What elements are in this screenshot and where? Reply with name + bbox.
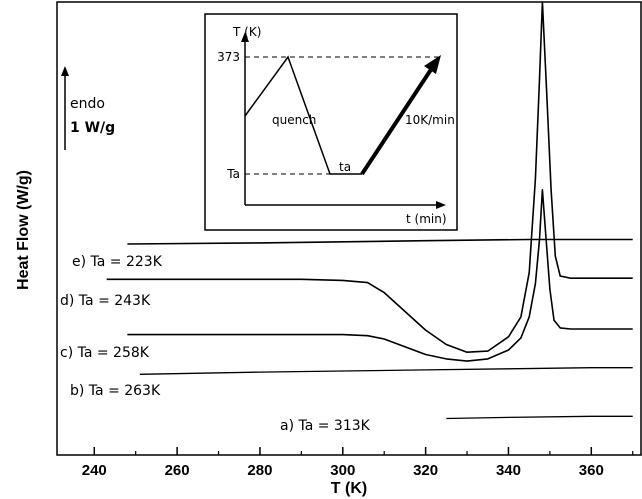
inset-frame <box>204 13 458 231</box>
x-tick-label-300: 300 <box>330 462 355 479</box>
inset-ta-label: ta <box>339 160 351 174</box>
x-tick-label-320: 320 <box>413 462 438 479</box>
inset-x-label: t (min) <box>406 212 447 226</box>
curve-label-b: b) Ta = 263K <box>70 383 161 399</box>
inset-tick-ta: Ta <box>226 167 240 181</box>
curve-label-d: d) Ta = 243K <box>60 293 151 309</box>
x-tick-label-260: 260 <box>165 462 190 479</box>
inset-y-label: T (K) <box>232 25 261 39</box>
curve-a <box>446 415 633 420</box>
inset-heating-arrowhead <box>424 55 441 74</box>
scale-bar-unit-label: 1 W/g <box>70 120 115 136</box>
inset-y-arrowhead <box>241 32 249 42</box>
curves <box>106 1 633 420</box>
scale-bar-endo-label: endo <box>70 96 105 112</box>
x-tick-label-360: 360 <box>579 462 604 479</box>
inset-x-arrowhead <box>436 201 446 209</box>
curve-b <box>139 367 633 375</box>
x-tick-label-280: 280 <box>247 462 272 479</box>
inset-rate-label: 10K/min <box>405 113 455 127</box>
y-axis-title: Heat Flow (W/g) <box>15 170 32 290</box>
x-tick-label-340: 340 <box>496 462 521 479</box>
inset-quench-label: quench <box>272 113 316 127</box>
curve-c <box>127 189 633 362</box>
inset-temperature-profile <box>244 55 362 175</box>
curve-e <box>127 238 633 245</box>
curve-label-a: a) Ta = 313K <box>280 418 371 434</box>
x-axis: 240 260 280 300 320 340 360 <box>82 447 634 479</box>
plot-frame <box>56 1 642 456</box>
inset-panel: T (K) t (min) 373 Ta quench ta 10K/min <box>204 13 458 231</box>
x-tick-label-240: 240 <box>82 462 107 479</box>
curve-label-c: c) Ta = 258K <box>60 345 150 361</box>
x-axis-title: T (K) <box>331 480 367 497</box>
curve-label-e: e) Ta = 223K <box>72 254 163 270</box>
inset-heating-ramp <box>360 66 434 176</box>
inset-tick-373: 373 <box>217 50 240 64</box>
scale-bar-arrowhead <box>61 66 69 76</box>
scale-bar: endo 1 W/g <box>61 66 115 150</box>
curve-d <box>106 1 633 354</box>
